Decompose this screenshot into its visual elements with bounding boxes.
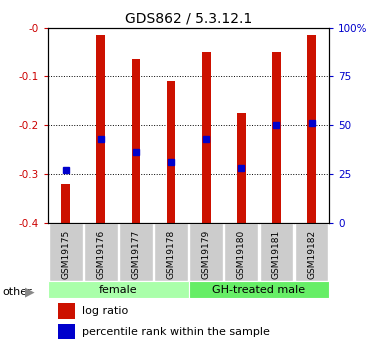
Bar [167,81,176,223]
Bar [58,324,75,339]
Text: log ratio: log ratio [82,306,128,316]
FancyBboxPatch shape [48,281,189,298]
FancyBboxPatch shape [154,223,188,281]
Bar [237,113,246,223]
Bar [272,52,281,223]
Text: GSM19179: GSM19179 [202,230,211,279]
FancyBboxPatch shape [119,223,153,281]
FancyBboxPatch shape [84,223,118,281]
Text: GSM19182: GSM19182 [307,230,316,279]
FancyBboxPatch shape [189,223,223,281]
FancyBboxPatch shape [259,223,293,281]
FancyBboxPatch shape [295,223,328,281]
FancyBboxPatch shape [49,223,82,281]
FancyBboxPatch shape [224,223,258,281]
Bar [202,52,211,223]
Bar [61,184,70,223]
Text: GSM19177: GSM19177 [131,230,141,279]
Text: ▶: ▶ [25,285,35,298]
Text: female: female [99,285,138,295]
Bar [96,35,105,223]
Text: other: other [2,287,32,296]
FancyBboxPatch shape [189,281,329,298]
Text: GH-treated male: GH-treated male [213,285,305,295]
Bar [307,35,316,223]
Bar [58,303,75,319]
Text: percentile rank within the sample: percentile rank within the sample [82,327,270,337]
Text: GSM19178: GSM19178 [167,230,176,279]
Bar [132,59,141,223]
Text: GSM19181: GSM19181 [272,230,281,279]
Text: GSM19176: GSM19176 [96,230,105,279]
Text: GSM19180: GSM19180 [237,230,246,279]
Title: GDS862 / 5.3.12.1: GDS862 / 5.3.12.1 [125,11,252,25]
Text: GSM19175: GSM19175 [61,230,70,279]
